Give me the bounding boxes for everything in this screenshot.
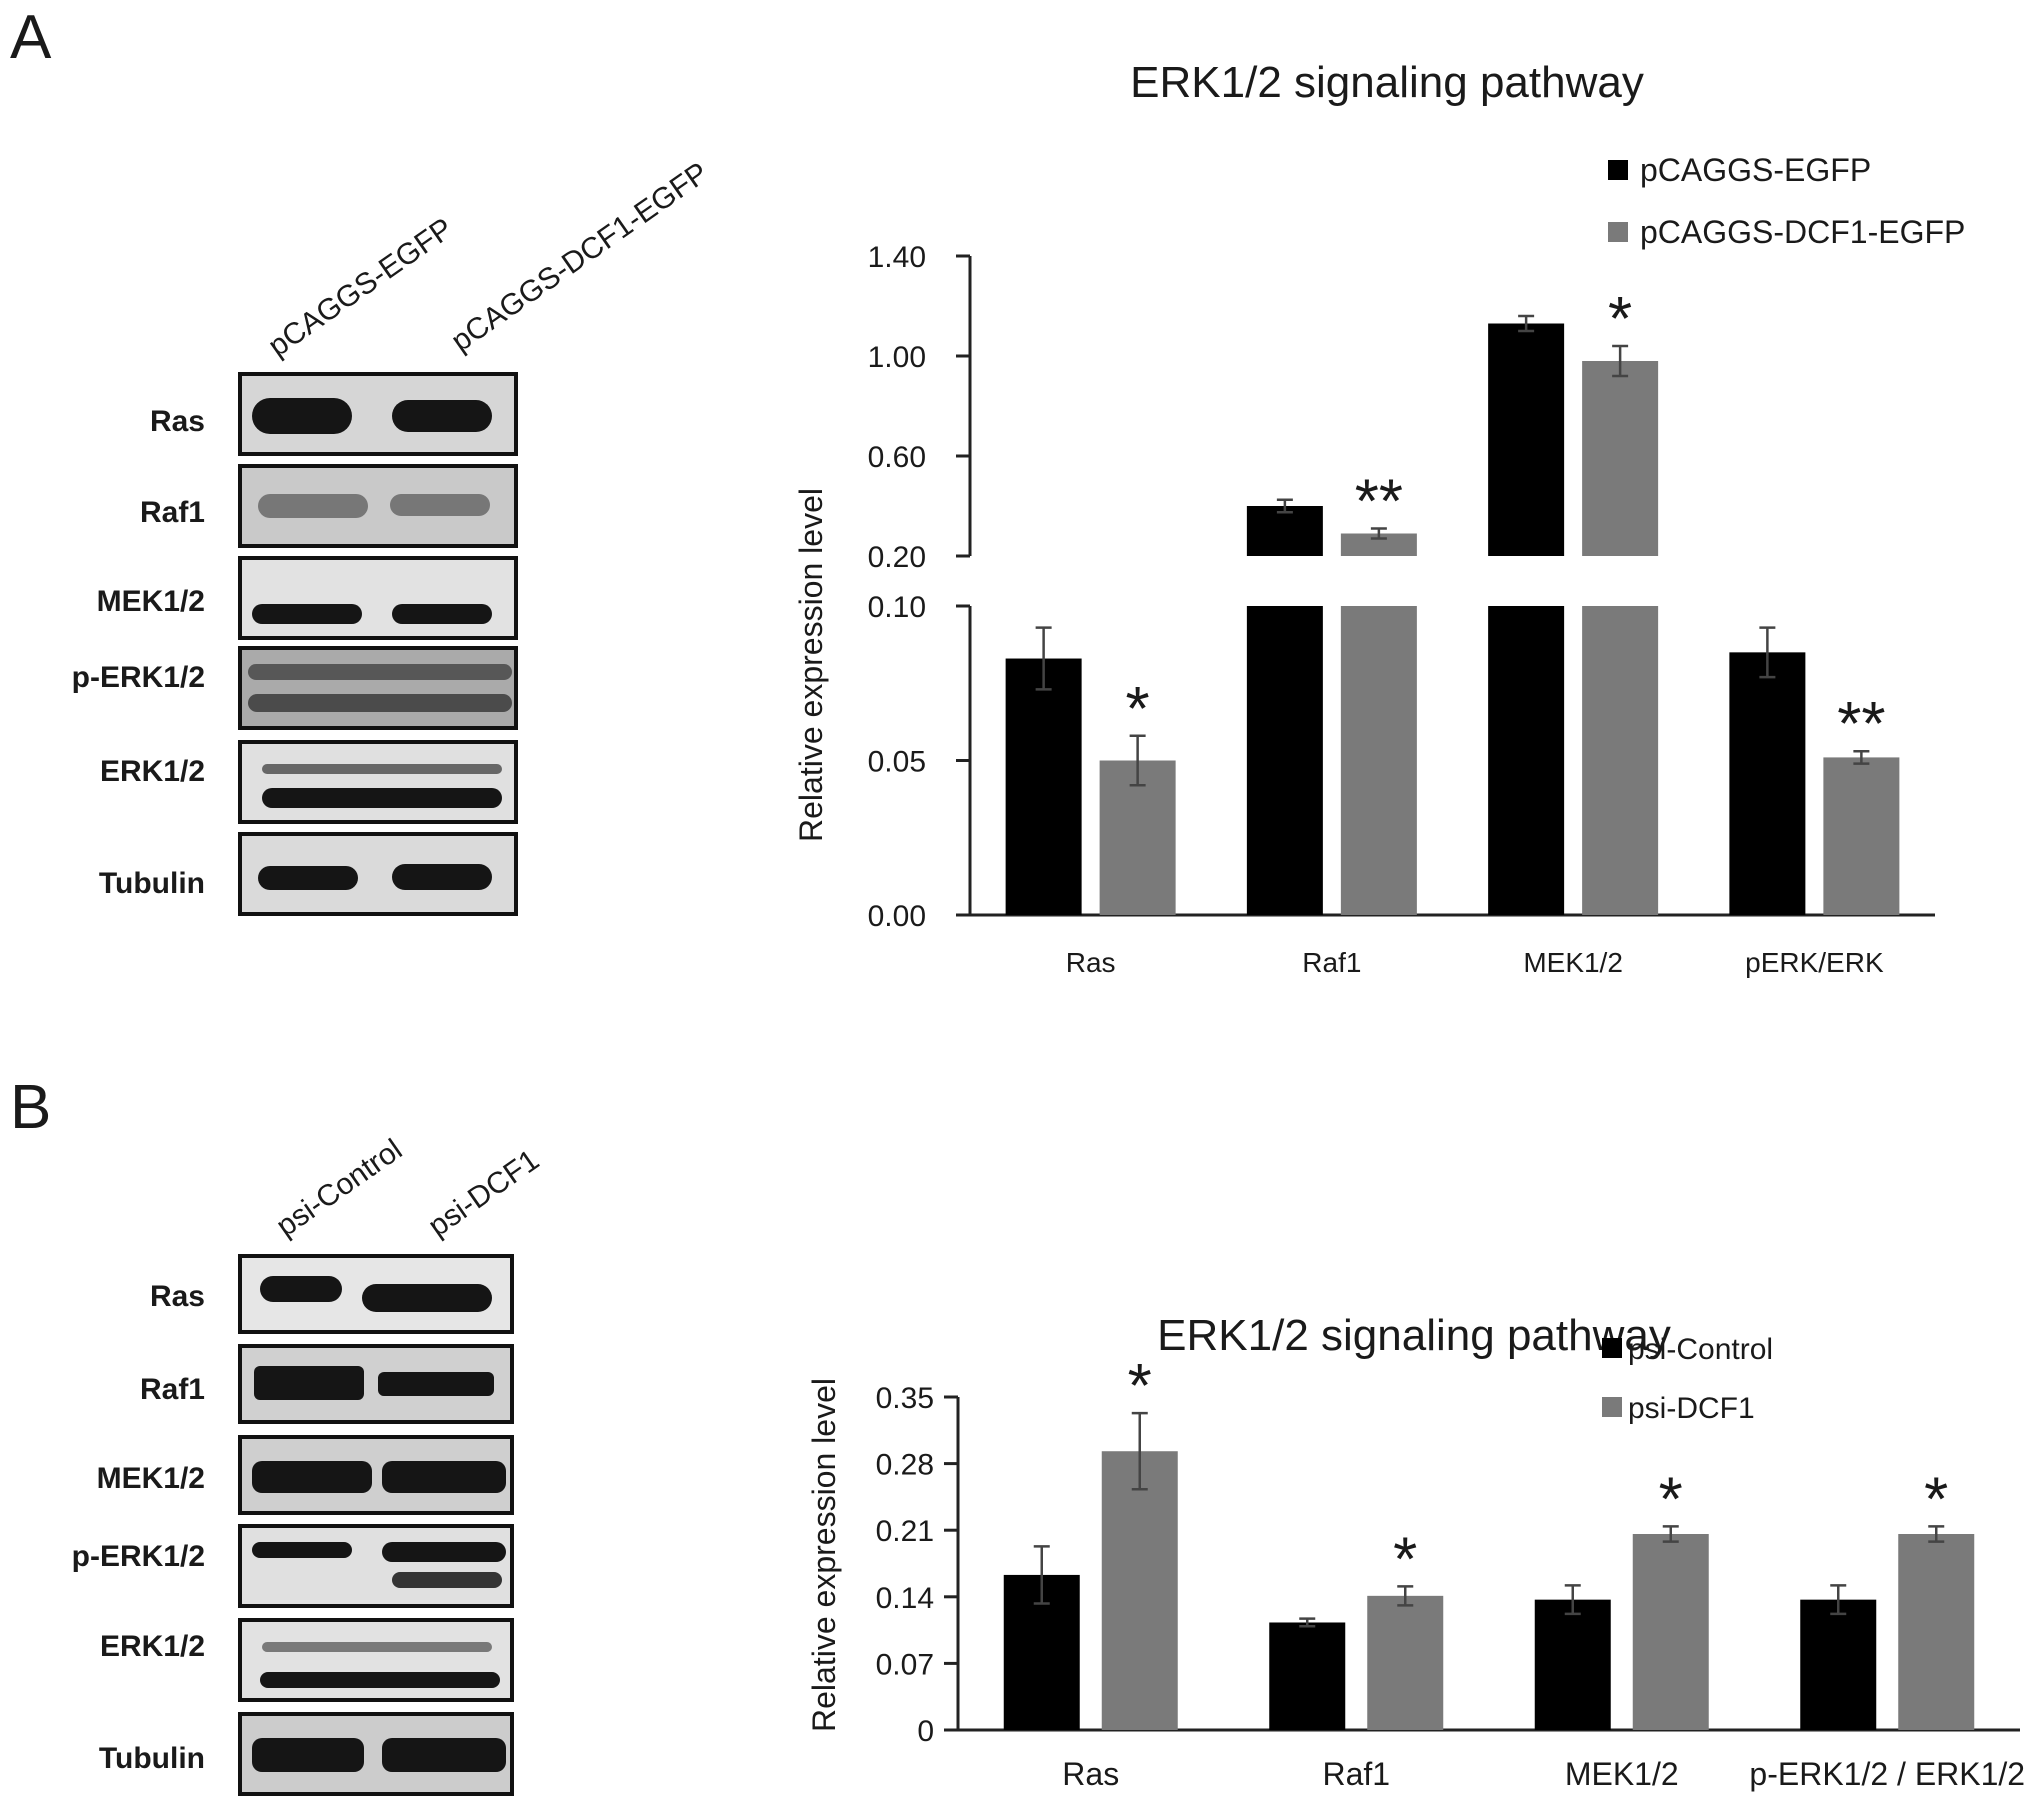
blot-b-row-label: ERK1/2 bbox=[99, 1630, 205, 1663]
blot-b-row-label: Raf1 bbox=[139, 1373, 205, 1406]
blot-a-lane-tubulin bbox=[238, 832, 518, 916]
chart-a-legend-swatch bbox=[1608, 160, 1628, 180]
chart-a-legend-label: pCAGGS-DCF1-EGFP bbox=[1640, 214, 1965, 250]
chart-a-significance-marker: ** bbox=[1837, 690, 1885, 759]
chart-a-significance-marker: * bbox=[1126, 675, 1150, 744]
blot-b-lane-erk bbox=[238, 1618, 514, 1702]
blot-a-lane-mek bbox=[238, 556, 518, 640]
chart-a-category-label: Raf1 bbox=[1302, 947, 1361, 978]
panel-b-letter: B bbox=[10, 1073, 52, 1142]
chart-a-tick-label: 0.05 bbox=[868, 746, 926, 779]
chart-a-legend-swatch bbox=[1608, 222, 1628, 242]
blot-a-row-label: Raf1 bbox=[139, 496, 205, 529]
blot-a-lane-perk bbox=[238, 646, 518, 730]
chart-a-bar-lower bbox=[1488, 606, 1565, 915]
chart-a-bar-upper bbox=[1246, 506, 1323, 556]
chart-a-ylabel: Relative expression level bbox=[793, 488, 829, 842]
blot-a-lane-ras bbox=[238, 372, 518, 456]
chart-a-tick-label: 1.00 bbox=[868, 341, 926, 374]
chart-a-significance-marker: * bbox=[1608, 285, 1632, 354]
chart-a-legend-label: pCAGGS-EGFP bbox=[1640, 152, 1871, 188]
blot-a-row-label: Tubulin bbox=[98, 867, 205, 900]
chart-a-tick-label: 0.60 bbox=[868, 441, 926, 474]
blot-b-row-label: Ras bbox=[149, 1280, 205, 1313]
blot-b-lane-mek bbox=[238, 1435, 514, 1515]
blot-a-row-label: MEK1/2 bbox=[96, 585, 205, 618]
blot-b-lane-tubulin bbox=[238, 1712, 514, 1796]
chart-a-bar-upper bbox=[1582, 361, 1659, 556]
chart-a-tick-label: 0.00 bbox=[868, 900, 926, 933]
chart-a-title: ERK1/2 signaling pathway bbox=[1130, 58, 1644, 107]
chart-a-tick-label: 0.20 bbox=[868, 541, 926, 574]
blot-b-lane-raf1 bbox=[238, 1344, 514, 1424]
chart-a-bar-lower bbox=[1246, 606, 1323, 915]
blot-b-row-label: MEK1/2 bbox=[96, 1462, 205, 1495]
blot-b-row-label: p-ERK1/2 bbox=[71, 1540, 205, 1573]
blot-a-row-label: p-ERK1/2 bbox=[71, 661, 205, 694]
chart-a-tick-label: 0.10 bbox=[868, 591, 926, 624]
blot-a-lane-erk bbox=[238, 740, 518, 824]
chart-a-bar bbox=[1823, 757, 1900, 915]
blot-b-row-label: Tubulin bbox=[98, 1742, 205, 1775]
chart-a-category-label: MEK1/2 bbox=[1523, 947, 1623, 978]
chart-a-bar-lower bbox=[1340, 606, 1417, 915]
chart-a-bar-upper bbox=[1488, 323, 1565, 556]
panel-a-letter: A bbox=[10, 3, 52, 72]
chart-a-category-label: pERK/ERK bbox=[1745, 947, 1884, 978]
blot-a-row-label: Ras bbox=[149, 405, 205, 438]
chart-a-bar-upper bbox=[1340, 533, 1417, 556]
chart-a-bar bbox=[1005, 658, 1082, 915]
chart-a-significance-marker: ** bbox=[1355, 468, 1403, 537]
chart-a-category-label: Ras bbox=[1066, 947, 1116, 978]
chart-a-bar-lower bbox=[1582, 606, 1659, 915]
blot-a-row-label: ERK1/2 bbox=[99, 755, 205, 788]
blot-a-lane-raf1 bbox=[238, 464, 518, 548]
chart-a-tick-label: 1.40 bbox=[868, 241, 926, 274]
blot-b-lane-ras bbox=[238, 1254, 514, 1334]
chart-a-bar bbox=[1729, 652, 1806, 915]
blot-b-lane-perk bbox=[238, 1524, 514, 1608]
